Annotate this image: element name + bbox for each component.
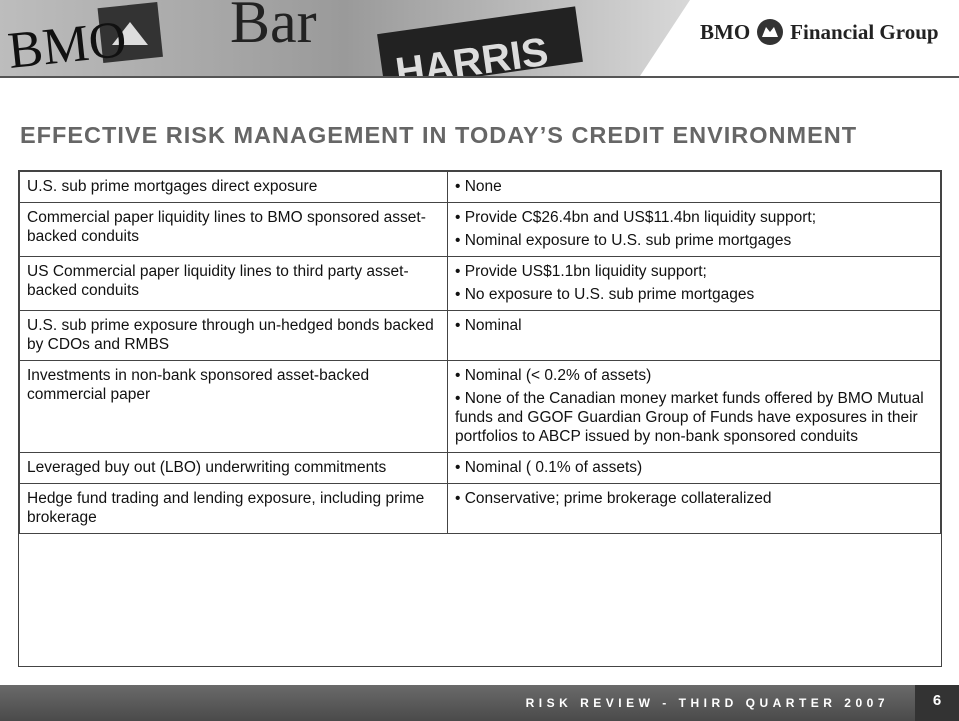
banner-photo: BMO Bar HARRIS <box>0 0 690 76</box>
slide-title: EFFECTIVE RISK MANAGEMENT IN TODAY’S CRE… <box>20 122 858 148</box>
table-row: Investments in non-bank sponsored asset-… <box>19 360 941 453</box>
logo-text: BMO <box>700 19 751 44</box>
detail-item: • Nominal (< 0.2% of assets) <box>455 367 652 384</box>
row-label: U.S. sub prime mortgages direct exposure <box>19 171 448 203</box>
detail-item: • None of the Canadian money market fund… <box>455 390 924 445</box>
row-label: Hedge fund trading and lending exposure,… <box>19 483 448 534</box>
table-row: U.S. sub prime mortgages direct exposure… <box>19 171 941 203</box>
table-row: Commercial paper liquidity lines to BMO … <box>19 202 941 257</box>
row-detail: • Nominal ( 0.1% of assets) <box>447 452 941 484</box>
detail-item: • Nominal exposure to U.S. sub prime mor… <box>455 232 792 249</box>
header-rule <box>0 76 959 78</box>
detail-item: • Provide US$1.1bn liquidity support; <box>455 263 707 280</box>
row-detail: • None <box>447 171 941 203</box>
row-detail: • Nominal <box>447 310 941 361</box>
banner-text: BMO <box>5 11 129 76</box>
row-detail: • Conservative; prime brokerage collater… <box>447 483 941 534</box>
table-frame: U.S. sub prime mortgages direct exposure… <box>18 170 942 667</box>
detail-item: • Nominal <box>455 317 522 334</box>
row-label: Commercial paper liquidity lines to BMO … <box>19 202 448 257</box>
row-detail: • Provide US$1.1bn liquidity support; • N… <box>447 256 941 311</box>
logo: BMO Financial Group <box>700 18 939 46</box>
table-row: U.S. sub prime exposure through un-hedge… <box>19 310 941 361</box>
row-label: U.S. sub prime exposure through un-hedge… <box>19 310 448 361</box>
footer-text: RISK REVIEW - THIRD QUARTER 2007 <box>525 696 889 710</box>
row-label: Leveraged buy out (LBO) underwriting com… <box>19 452 448 484</box>
row-detail: • Nominal (< 0.2% of assets) • None of th… <box>447 360 941 453</box>
detail-item: • No exposure to U.S. sub prime mortgage… <box>455 286 755 303</box>
detail-item: • None <box>455 178 502 195</box>
risk-table: U.S. sub prime mortgages direct exposure… <box>19 171 941 534</box>
row-label: US Commercial paper liquidity lines to t… <box>19 256 448 311</box>
table-row: Leveraged buy out (LBO) underwriting com… <box>19 452 941 484</box>
detail-item: • Nominal ( 0.1% of assets) <box>455 459 643 476</box>
page-number: 6 <box>915 685 959 721</box>
logo-text: Financial Group <box>790 19 939 44</box>
row-label: Investments in non-bank sponsored asset-… <box>19 360 448 453</box>
detail-item: • Conservative; prime brokerage collater… <box>455 490 772 507</box>
table-row: Hedge fund trading and lending exposure,… <box>19 483 941 534</box>
logo-icon <box>757 19 784 45</box>
banner-text: Bar <box>230 0 317 55</box>
footer: RISK REVIEW - THIRD QUARTER 2007 6 <box>0 685 959 721</box>
detail-item: • Provide C$26.4bn and US$11.4bn liquidi… <box>455 209 817 226</box>
table-row: US Commercial paper liquidity lines to t… <box>19 256 941 311</box>
row-detail: • Provide C$26.4bn and US$11.4bn liquidi… <box>447 202 941 257</box>
